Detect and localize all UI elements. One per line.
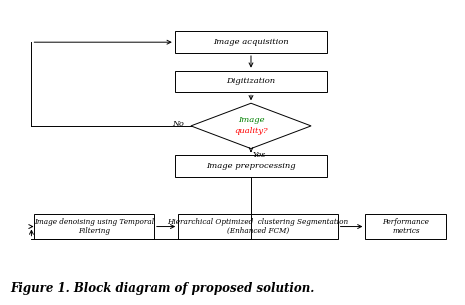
Bar bbox=[178, 214, 338, 239]
Bar bbox=[365, 214, 446, 239]
Text: Hierarchical Optimized  clustering Segmentation
(Enhanced FCM): Hierarchical Optimized clustering Segmen… bbox=[167, 218, 348, 235]
Text: Image acquisition: Image acquisition bbox=[213, 38, 289, 46]
Text: quality?: quality? bbox=[234, 127, 268, 135]
Text: Image denoising using Temporal
Filtering: Image denoising using Temporal Filtering bbox=[34, 218, 154, 235]
Text: Image preprocessing: Image preprocessing bbox=[206, 162, 296, 170]
Text: Yes: Yes bbox=[252, 151, 266, 159]
Text: Performance
metrics: Performance metrics bbox=[382, 218, 429, 235]
Bar bbox=[175, 70, 327, 92]
Text: Figure 1. Block diagram of proposed solution.: Figure 1. Block diagram of proposed solu… bbox=[11, 282, 315, 295]
Text: Image: Image bbox=[238, 117, 264, 124]
Bar bbox=[175, 155, 327, 177]
Polygon shape bbox=[191, 103, 311, 149]
Text: Digitization: Digitization bbox=[226, 77, 276, 85]
Bar bbox=[175, 31, 327, 53]
Text: No: No bbox=[172, 120, 184, 128]
Bar bbox=[34, 214, 154, 239]
